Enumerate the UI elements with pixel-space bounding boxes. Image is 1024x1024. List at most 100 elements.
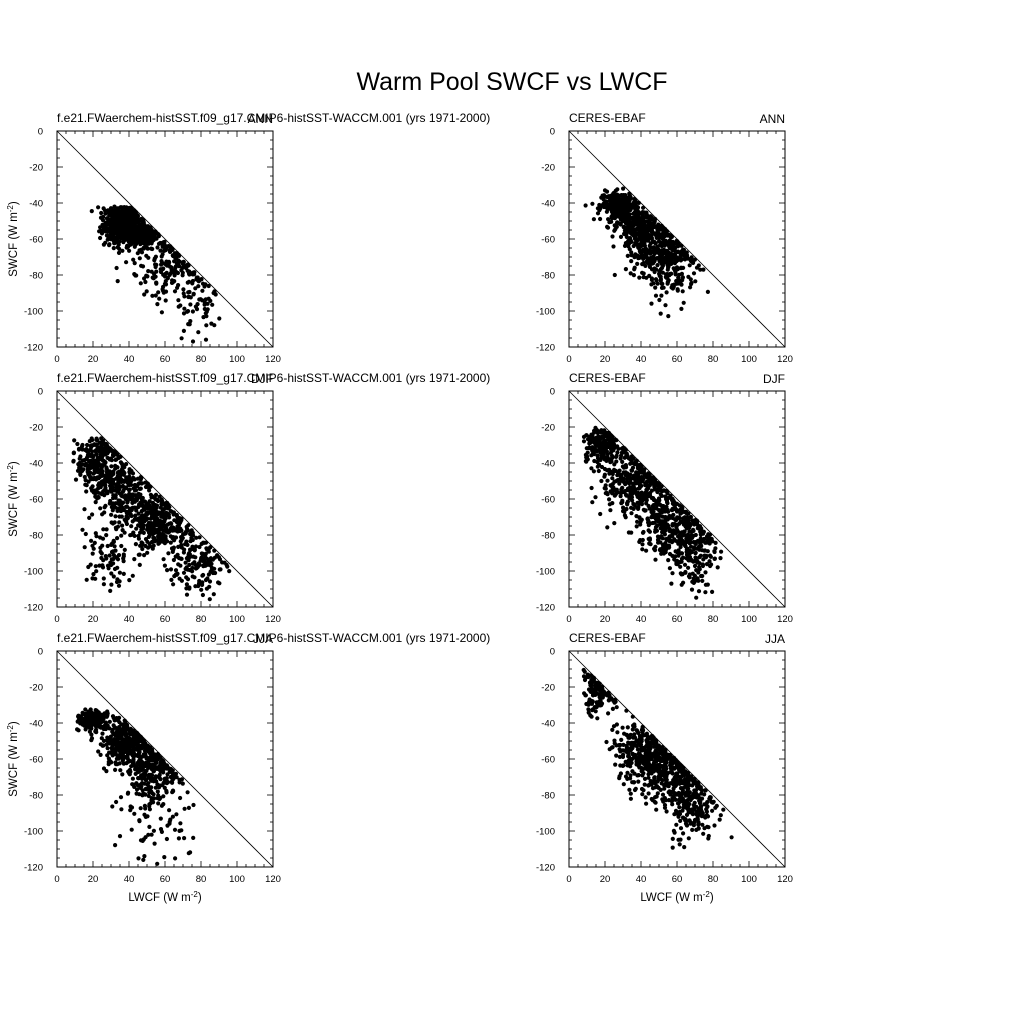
scatter-point <box>108 588 113 594</box>
scatter-point <box>126 239 131 245</box>
y-tick-label: 0 <box>550 127 555 138</box>
scatter-point <box>185 567 190 572</box>
scatter-point <box>664 489 670 494</box>
scatter-point <box>131 493 136 498</box>
scatter-point <box>612 462 617 467</box>
scatter-point <box>118 454 123 459</box>
scatter-point <box>111 574 116 579</box>
scatter-point <box>115 536 120 541</box>
scatter-point <box>146 230 151 235</box>
scatter-point <box>183 560 188 565</box>
scatter-point <box>92 540 97 546</box>
scatter-point <box>681 555 686 560</box>
scatter-point <box>213 570 218 576</box>
scatter-point <box>679 271 685 276</box>
scatter-point <box>647 273 652 278</box>
scatter-point <box>140 239 145 244</box>
x-tick-label: 60 <box>672 354 683 365</box>
scatter-point <box>694 595 699 600</box>
scatter-point <box>663 514 668 520</box>
scatter-point <box>117 218 122 223</box>
scatter-point <box>653 529 658 534</box>
scatter-point <box>693 550 698 555</box>
scatter-point <box>190 278 195 284</box>
scatter-point <box>175 517 180 522</box>
scatter-point <box>615 196 620 201</box>
scatter-point <box>652 498 657 503</box>
y-tick-label: 0 <box>38 127 43 138</box>
scatter-point <box>167 272 172 277</box>
scatter-point <box>85 442 90 448</box>
scatter-point <box>706 532 711 537</box>
scatter-point <box>96 205 101 210</box>
scatter-point <box>120 523 125 528</box>
scatter-point <box>639 517 644 522</box>
scatter-point <box>611 244 616 249</box>
scatter-point <box>131 229 136 234</box>
scatter-point <box>109 473 114 478</box>
scatter-point <box>622 200 627 205</box>
scatter-point <box>705 289 711 294</box>
scatter-point <box>656 512 662 517</box>
scatter-point <box>135 496 140 501</box>
scatter-point <box>96 483 101 488</box>
scatter-point <box>90 512 95 517</box>
scatter-point <box>98 752 103 758</box>
scatter-point <box>650 513 655 518</box>
scatter-point <box>128 232 133 237</box>
scatter-point <box>105 450 110 455</box>
scatter-point <box>89 538 94 543</box>
scatter-point <box>163 529 169 534</box>
scatter-point <box>595 464 600 469</box>
scatter-point <box>146 520 152 526</box>
scatter-point <box>643 508 648 513</box>
scatter-point <box>117 761 122 766</box>
scatter-point <box>166 259 172 264</box>
scatter-point <box>629 511 634 516</box>
scatter-point <box>121 240 126 245</box>
y-axis-label: SWCF (W m-2) <box>6 201 21 277</box>
scatter-point <box>157 540 162 546</box>
scatter-point <box>669 261 674 266</box>
scatter-point <box>191 554 196 559</box>
scatter-point <box>122 547 127 553</box>
x-tick-label: 40 <box>124 614 135 625</box>
scatter-point <box>653 248 658 253</box>
scatter-point <box>88 723 93 728</box>
scatter-point <box>164 526 169 531</box>
scatter-point <box>132 533 137 539</box>
scatter-point <box>687 575 692 580</box>
scatter-point <box>132 272 137 277</box>
scatter-point <box>175 552 180 557</box>
scatter-point <box>87 459 92 464</box>
scatter-point <box>89 713 94 718</box>
scatter-point <box>621 195 626 200</box>
scatter-point <box>652 484 657 489</box>
scatter-point <box>652 548 658 553</box>
scatter-point <box>197 544 202 550</box>
scatter-point <box>599 464 605 470</box>
scatter-point <box>635 261 640 266</box>
scatter-point <box>666 314 671 319</box>
scatter-point <box>679 572 684 577</box>
scatter-point <box>625 240 631 245</box>
scatter-point <box>83 478 88 483</box>
scatter-point <box>185 309 191 314</box>
scatter-point <box>137 486 142 491</box>
scatter-point <box>92 461 97 466</box>
y-axis-label-close: ) <box>8 461 20 465</box>
scatter-point <box>137 229 142 234</box>
y-tick-label: -100 <box>536 567 555 578</box>
y-tick-label: -120 <box>536 343 555 354</box>
scatter-point <box>659 293 664 298</box>
scatter-point <box>109 512 114 517</box>
scatter-point <box>679 504 684 509</box>
x-tick-label: 40 <box>124 354 135 365</box>
scatter-point <box>665 267 670 272</box>
scatter-point <box>687 521 692 526</box>
scatter-point <box>91 546 96 551</box>
scatter-point <box>658 249 663 254</box>
scatter-point <box>132 482 137 488</box>
scatter-point <box>140 495 145 501</box>
